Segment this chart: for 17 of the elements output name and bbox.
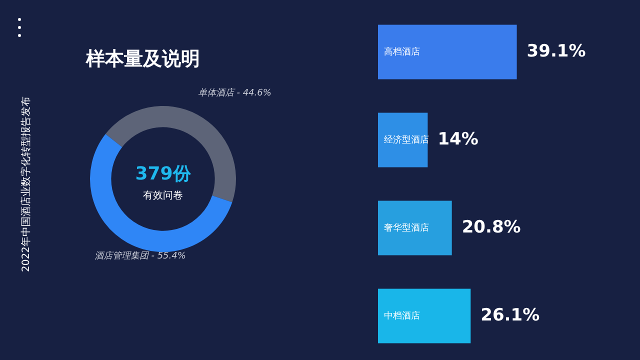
y-tick-label: 奢华型酒店 <box>384 222 429 234</box>
bar <box>378 112 428 168</box>
bar <box>378 288 471 344</box>
chart-title: 样本量及说明 <box>86 47 200 72</box>
data-label: 20.8% <box>462 217 521 238</box>
bar <box>378 200 452 256</box>
text: 379份 <box>135 164 192 185</box>
slice-label: 单体酒店 - 44.6% <box>198 87 272 98</box>
data-label: 26.1% <box>480 305 540 326</box>
data-label: 39.1% <box>526 41 586 62</box>
data-label: 14% <box>438 129 478 150</box>
slice-label: 酒店管理集团 - 55.4% <box>94 250 186 262</box>
y-tick-label: 中档酒店 <box>384 310 420 322</box>
text: 有效问卷 <box>143 190 183 202</box>
text: 2022年中国酒店业数字化转型报告发布 <box>20 96 33 272</box>
bar <box>378 24 517 80</box>
y-tick-label: 高档酒店 <box>384 46 420 58</box>
